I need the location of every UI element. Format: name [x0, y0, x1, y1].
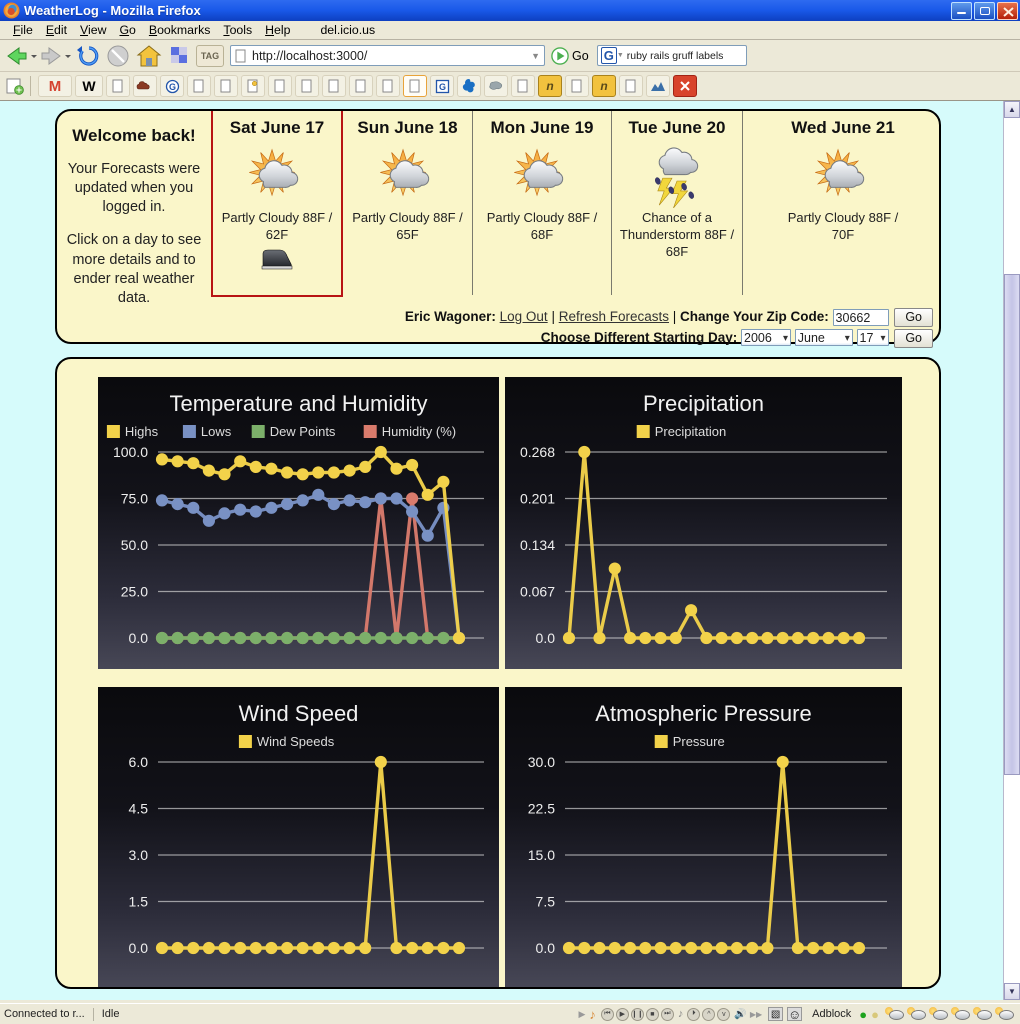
svg-text:7.5: 7.5	[536, 894, 556, 910]
svg-text:0.268: 0.268	[520, 444, 555, 460]
svg-text:0.0: 0.0	[536, 940, 556, 956]
svg-text:15.0: 15.0	[528, 847, 555, 863]
svg-text:Humidity (%): Humidity (%)	[382, 424, 456, 439]
svg-text:G: G	[168, 82, 175, 92]
svg-text:1.5: 1.5	[129, 894, 149, 910]
svg-text:30.0: 30.0	[528, 754, 555, 770]
svg-text:0.134: 0.134	[520, 537, 555, 553]
svg-text:0.0: 0.0	[129, 940, 149, 956]
svg-text:Pressure: Pressure	[673, 734, 725, 749]
svg-text:Dew Points: Dew Points	[270, 424, 336, 439]
svg-text:Temperature and Humidity: Temperature and Humidity	[169, 391, 427, 416]
svg-text:Precipitation: Precipitation	[655, 424, 727, 439]
svg-text:Wind Speed: Wind Speed	[239, 701, 359, 726]
svg-text:Atmospheric Pressure: Atmospheric Pressure	[595, 701, 811, 726]
svg-text:0.0: 0.0	[536, 630, 556, 646]
svg-text:0.0: 0.0	[129, 630, 149, 646]
svg-text:75.0: 75.0	[121, 491, 148, 507]
svg-text:Highs: Highs	[125, 424, 159, 439]
svg-text:0.201: 0.201	[520, 491, 555, 507]
svg-text:0.067: 0.067	[520, 584, 555, 600]
svg-text:4.5: 4.5	[129, 801, 149, 817]
svg-text:3.0: 3.0	[129, 847, 149, 863]
svg-text:G: G	[438, 82, 445, 92]
svg-text:6.0: 6.0	[129, 754, 149, 770]
svg-text:Wind Speeds: Wind Speeds	[257, 734, 335, 749]
svg-text:100.0: 100.0	[113, 444, 148, 460]
svg-text:22.5: 22.5	[528, 801, 555, 817]
svg-text:50.0: 50.0	[121, 537, 148, 553]
svg-text:Precipitation: Precipitation	[643, 391, 764, 416]
svg-text:Lows: Lows	[201, 424, 232, 439]
svg-text:25.0: 25.0	[121, 584, 148, 600]
